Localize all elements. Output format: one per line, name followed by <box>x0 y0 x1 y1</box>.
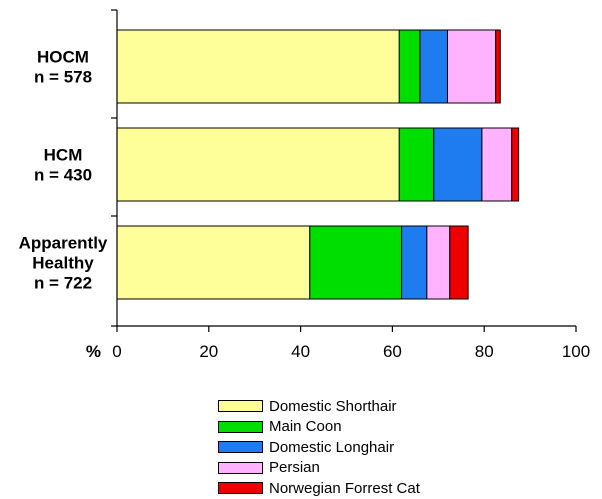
legend-label: Norwegian Forrest Cat <box>269 479 420 497</box>
x-tick-label: 40 <box>291 342 310 361</box>
bar-segment <box>116 225 311 300</box>
bar-segment <box>398 127 435 202</box>
bar-segment <box>309 225 403 300</box>
bar-segment <box>449 225 469 300</box>
legend-label: Main Coon <box>269 418 342 436</box>
axes-group <box>111 9 577 332</box>
bar-segment <box>433 127 483 202</box>
x-tick-label: 20 <box>199 342 218 361</box>
x-tick-label: 60 <box>383 342 402 361</box>
category-label: HCM <box>44 146 83 165</box>
category-label: n = 430 <box>34 166 92 185</box>
x-tick-label: 80 <box>475 342 494 361</box>
category-label: Apparently <box>19 234 108 253</box>
x-axis-unit-label: % <box>86 342 101 361</box>
category-label: Healthy <box>32 254 94 273</box>
legend-item: Norwegian Forrest Cat <box>218 478 420 499</box>
bar-segment <box>511 127 520 202</box>
bar-segment <box>446 29 497 104</box>
bar-segment <box>401 225 428 300</box>
bar-segment <box>495 29 501 104</box>
bar-segment <box>116 127 400 202</box>
bar-segment <box>481 127 513 202</box>
bar-segment <box>116 29 400 104</box>
legend-label: Domestic Shorthair <box>269 397 397 415</box>
legend-item: Domestic Longhair <box>218 437 420 458</box>
x-tick-label: 0 <box>112 342 121 361</box>
legend-swatch <box>218 461 263 474</box>
category-label: HOCM <box>37 48 89 67</box>
x-tick-labels: 0 20 40 60 80 100 <box>112 342 590 361</box>
legend-swatch <box>218 441 263 454</box>
category-label: n = 722 <box>34 274 92 293</box>
legend: Domestic Shorthair Main Coon Domestic Long… <box>218 396 420 499</box>
legend-swatch <box>218 482 263 495</box>
bar-segment <box>398 29 421 104</box>
legend-label: Domestic Longhair <box>269 438 395 456</box>
x-tick-label: 100 <box>562 342 590 361</box>
category-label: n = 578 <box>34 68 92 87</box>
legend-label: Persian <box>269 459 320 477</box>
legend-swatch <box>218 420 263 433</box>
bar-segment <box>419 29 448 104</box>
legend-item: Persian <box>218 458 420 479</box>
bar-segment <box>426 225 451 300</box>
legend-item: Domestic Shorthair <box>218 396 420 417</box>
legend-swatch <box>218 400 263 413</box>
legend-item: Main Coon <box>218 417 420 438</box>
bars-group <box>116 29 520 300</box>
